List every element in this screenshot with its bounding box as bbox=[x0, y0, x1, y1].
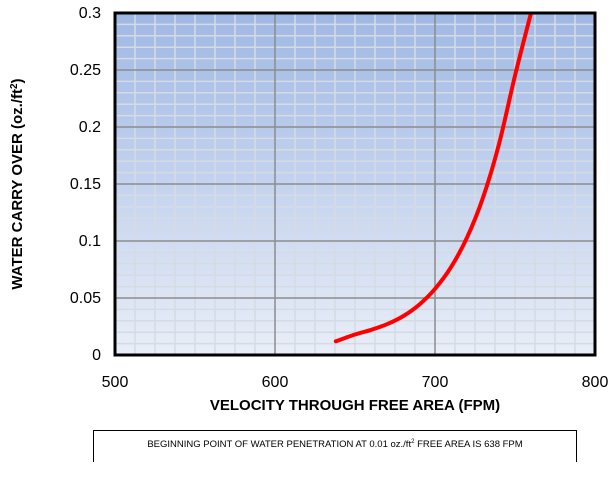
y-tick-label: 0.2 bbox=[79, 119, 101, 136]
y-axis-title-main: WATER CARRY OVER (oz./ft bbox=[9, 89, 26, 290]
x-tick-label: 500 bbox=[102, 374, 129, 391]
y-tick-label: 0.25 bbox=[70, 62, 101, 79]
y-axis-title-sup: 2 bbox=[9, 83, 20, 89]
y-axis-title: WATER CARRY OVER (oz./ft2) bbox=[9, 78, 26, 289]
series-line-water-carry-over bbox=[333, 13, 533, 344]
y-tick-label: 0.15 bbox=[70, 176, 101, 193]
y-tick-label: 0.3 bbox=[79, 5, 101, 22]
y-tick-label: 0 bbox=[92, 347, 101, 364]
y-axis-title-end: ) bbox=[9, 78, 26, 83]
x-axis-title: VELOCITY THROUGH FREE AREA (FPM) bbox=[210, 397, 500, 414]
y-axis-tick-labels: 0 0.05 0.1 0.15 0.2 0.25 0.3 bbox=[70, 5, 101, 364]
x-axis-tick-labels: 500 600 700 800 bbox=[102, 374, 609, 391]
annotation-note: BEGINNING POINT OF WATER PENETRATION AT … bbox=[93, 430, 577, 462]
plot-frame bbox=[113, 11, 597, 357]
series-layer bbox=[333, 13, 533, 344]
annotation-text-end: FREE AREA IS 638 FPM bbox=[414, 439, 523, 450]
annotation-superscript: 2 bbox=[411, 438, 415, 445]
x-tick-label: 800 bbox=[582, 374, 609, 391]
x-tick-label: 600 bbox=[262, 374, 289, 391]
y-tick-label: 0.05 bbox=[70, 290, 101, 307]
y-tick-label: 0.1 bbox=[79, 233, 101, 250]
x-tick-label: 700 bbox=[422, 374, 449, 391]
annotation-text: BEGINNING POINT OF WATER PENETRATION AT … bbox=[147, 439, 412, 450]
